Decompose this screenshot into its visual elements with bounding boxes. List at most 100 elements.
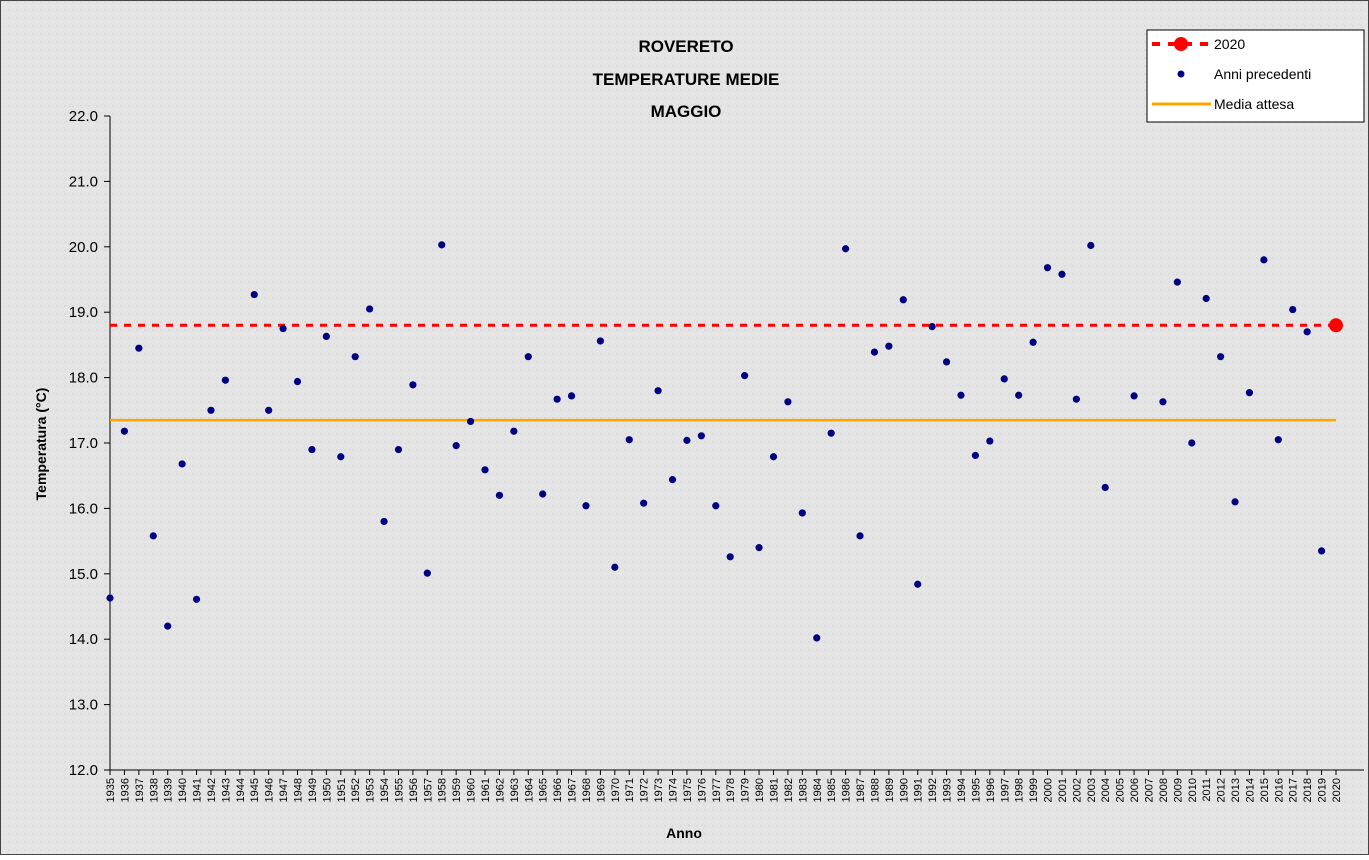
chart-title-line-1: ROVERETO	[638, 37, 733, 56]
y-tick-label: 17.0	[69, 435, 98, 452]
data-point	[755, 544, 763, 552]
data-point	[870, 348, 879, 356]
data-point	[1000, 375, 1008, 383]
x-tick-label: 2005	[1115, 778, 1127, 802]
data-point	[1015, 391, 1023, 399]
legend-mean-label: Media attesa	[1214, 96, 1294, 112]
x-tick-label: 1960	[466, 778, 478, 802]
data-point	[1245, 389, 1254, 397]
data-point	[293, 377, 302, 386]
x-tick-label: 1958	[437, 778, 449, 802]
x-tick-label: 2016	[1273, 778, 1285, 802]
data-point	[842, 245, 850, 253]
x-tick-label: 2002	[1071, 778, 1083, 802]
x-tick-label: 1992	[927, 778, 939, 802]
data-point	[466, 417, 475, 426]
data-point	[683, 436, 691, 444]
legend-previous-label: Anni precedenti	[1214, 66, 1311, 82]
x-tick-label: 1971	[624, 778, 636, 802]
data-point	[524, 353, 532, 361]
x-tick-label: 2008	[1158, 778, 1170, 802]
data-point	[279, 324, 287, 333]
x-tick-label: 2003	[1086, 778, 1098, 802]
x-tick-label: 1973	[653, 778, 665, 802]
data-point	[495, 491, 504, 499]
data-point	[914, 580, 922, 588]
data-point	[611, 563, 619, 571]
data-point	[178, 460, 186, 468]
x-tick-label: 2011	[1201, 778, 1213, 802]
data-point	[625, 436, 633, 444]
y-tick-label: 19.0	[69, 304, 98, 321]
x-tick-label: 1937	[134, 778, 146, 802]
data-point	[957, 391, 965, 399]
x-tick-label: 1990	[898, 778, 910, 802]
x-tick-label: 2018	[1302, 778, 1314, 802]
x-tick-label: 1957	[422, 778, 434, 802]
x-tick-label: 2019	[1317, 778, 1329, 802]
x-tick-label: 1969	[595, 778, 607, 802]
x-tick-label: 1965	[538, 778, 550, 802]
x-tick-label: 2020	[1331, 778, 1343, 802]
x-tick-label: 1972	[639, 778, 651, 802]
data-point	[1274, 436, 1282, 444]
x-tick-label: 1981	[768, 778, 780, 802]
x-tick-label: 2012	[1216, 778, 1228, 802]
x-tick-label: 1986	[841, 778, 853, 802]
x-tick-label: 2015	[1259, 778, 1271, 802]
data-point	[207, 406, 215, 414]
y-tick-label: 21.0	[69, 173, 98, 190]
x-tick-label: 1994	[956, 778, 968, 802]
x-tick-label: 1988	[869, 778, 881, 802]
data-point	[726, 553, 734, 561]
data-point	[351, 353, 359, 361]
x-tick-label: 1976	[696, 778, 708, 802]
x-tick-label: 1940	[177, 778, 189, 802]
legend: 2020 Anni precedenti Media attesa	[1146, 29, 1365, 123]
x-tick-label: 1983	[797, 778, 809, 802]
data-point	[1202, 294, 1210, 303]
x-tick-label: 2007	[1143, 778, 1155, 802]
x-tick-label: 2004	[1100, 778, 1112, 802]
data-point	[813, 634, 821, 642]
data-point	[308, 445, 316, 454]
data-point	[899, 296, 907, 304]
x-tick-label: 1947	[278, 778, 290, 802]
data-point	[1317, 547, 1326, 555]
data-point	[337, 453, 345, 461]
chart-title-line-3: MAGGIO	[651, 102, 722, 121]
data-point	[106, 594, 114, 602]
data-point	[1029, 338, 1037, 346]
x-tick-label: 1950	[321, 778, 333, 802]
y-tick-label: 16.0	[69, 500, 98, 517]
data-point	[596, 337, 605, 345]
x-tick-label: 1989	[884, 778, 896, 802]
x-tick-label: 1997	[999, 778, 1011, 802]
y-tick-label: 13.0	[69, 697, 98, 714]
data-point	[784, 398, 792, 406]
data-point	[928, 322, 936, 331]
data-point	[640, 499, 648, 507]
x-tick-label: 1985	[826, 778, 838, 802]
data-point	[1217, 353, 1225, 361]
data-point	[1188, 439, 1196, 447]
x-tick-label: 1996	[985, 778, 997, 802]
data-point	[582, 502, 590, 510]
y-tick-label: 18.0	[69, 370, 98, 387]
x-tick-label: 1936	[119, 778, 131, 802]
data-point	[697, 432, 705, 440]
x-tick-label: 2017	[1288, 778, 1300, 802]
x-tick-label: 1966	[552, 778, 564, 802]
x-tick-label: 1943	[220, 778, 232, 802]
data-point	[366, 305, 374, 313]
data-point	[423, 569, 431, 577]
data-point	[986, 437, 994, 445]
data-point	[135, 344, 143, 352]
x-tick-label: 1944	[235, 778, 247, 802]
data-point	[164, 622, 172, 630]
x-tick-label: 1954	[379, 778, 391, 802]
data-point	[409, 381, 417, 389]
data-point	[885, 342, 893, 350]
x-tick-label: 1993	[942, 778, 954, 802]
